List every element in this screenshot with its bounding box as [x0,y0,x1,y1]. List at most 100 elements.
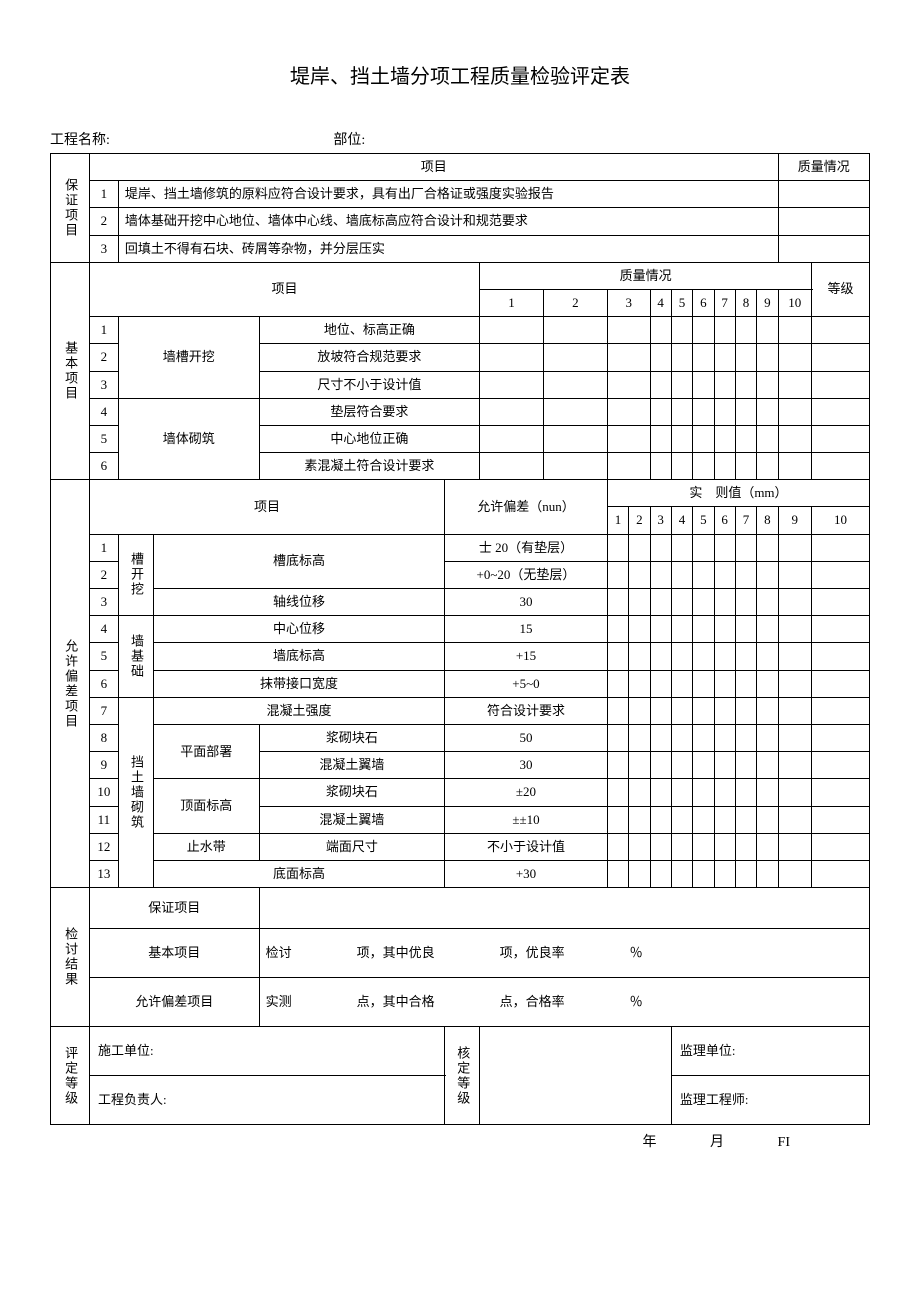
cell [650,670,671,697]
cell [757,344,778,371]
cell [650,616,671,643]
cell [671,724,692,751]
cell [650,589,671,616]
sec3-g3: 挡土墙砌筑 [118,697,153,887]
cell [693,371,714,398]
cell [629,670,650,697]
num-head: 4 [650,289,671,316]
sec3-allow-head: 允许偏差（nun） [445,480,608,534]
sec3-allow: 30 [445,589,608,616]
sec4-r2b: 检讨 项，其中优良 项，优良率 ％ [259,929,869,978]
cell [650,561,671,588]
sec3-num: 3 [90,589,119,616]
cell [480,453,544,480]
sec3-item: 槽底标高 [153,534,444,588]
cell [778,697,812,724]
cell [607,589,628,616]
num-head: 10 [812,507,870,534]
num-head: 8 [735,289,756,316]
cell [607,670,628,697]
cell [778,860,812,887]
cell [480,317,544,344]
sec1-head: 保证项目 [51,154,90,263]
cell [735,561,756,588]
sec1-num: 1 [90,181,119,208]
cell [735,833,756,860]
sec2-num: 1 [90,317,119,344]
sec3-sg: 止水带 [153,833,259,860]
cell [629,806,650,833]
cell [757,589,778,616]
meta-row: 工程名称: 部位: [50,129,870,149]
cell [607,425,650,452]
cell [812,697,870,724]
sec3-allow: 50 [445,724,608,751]
cell [735,589,756,616]
sec4-r3b: 实测 点，其中合格 点，合格率 ％ [259,978,869,1027]
sec3-allow: ±20 [445,779,608,806]
cell [778,235,869,262]
cell [671,589,692,616]
cell [757,860,778,887]
cell [757,724,778,751]
cell [607,833,628,860]
cell [480,344,544,371]
num-head: 4 [671,507,692,534]
cell [812,371,870,398]
cell [714,860,735,887]
cell [671,425,692,452]
cell [812,561,870,588]
cell [714,371,735,398]
cell [812,860,870,887]
cell [714,806,735,833]
cell [757,425,778,452]
cell [735,453,756,480]
cell [607,616,628,643]
cell [812,643,870,670]
cell [671,697,692,724]
sec3-num: 2 [90,561,119,588]
sec2-num: 3 [90,371,119,398]
sec3-num: 11 [90,806,119,833]
cell [543,398,607,425]
cell [693,724,714,751]
cell [735,860,756,887]
cell [693,317,714,344]
cell [693,398,714,425]
cell [607,752,628,779]
month-label: 月 [710,1131,724,1151]
cell [693,561,714,588]
num-head: 5 [671,289,692,316]
cell [735,670,756,697]
cell [693,833,714,860]
cell [671,317,692,344]
num-head: 7 [714,289,735,316]
cell [650,398,671,425]
sec3-num: 9 [90,752,119,779]
cell [607,643,628,670]
cell [693,589,714,616]
cell [714,425,735,452]
cell [812,806,870,833]
sec3-allow: 15 [445,616,608,643]
sec3-item: 混凝土翼墙 [259,752,445,779]
num-head: 7 [735,507,756,534]
sec3-item: 轴线位移 [153,589,444,616]
cell [778,589,812,616]
sec3-meas-head: 实 则值（mm） [607,480,869,507]
cell [735,697,756,724]
cell [778,779,812,806]
cell [757,779,778,806]
cell [757,670,778,697]
cell [650,643,671,670]
sec3-item: 端面尺寸 [259,833,445,860]
cell [650,779,671,806]
cell [812,616,870,643]
cell [671,806,692,833]
sec2-item: 尺寸不小于设计值 [259,371,480,398]
sec3-item: 浆砌块石 [259,779,445,806]
cell [480,1027,672,1125]
cell [693,616,714,643]
sec3-allow: +0~20（无垫层） [445,561,608,588]
sec5-r1: 监理单位: [671,1027,869,1076]
